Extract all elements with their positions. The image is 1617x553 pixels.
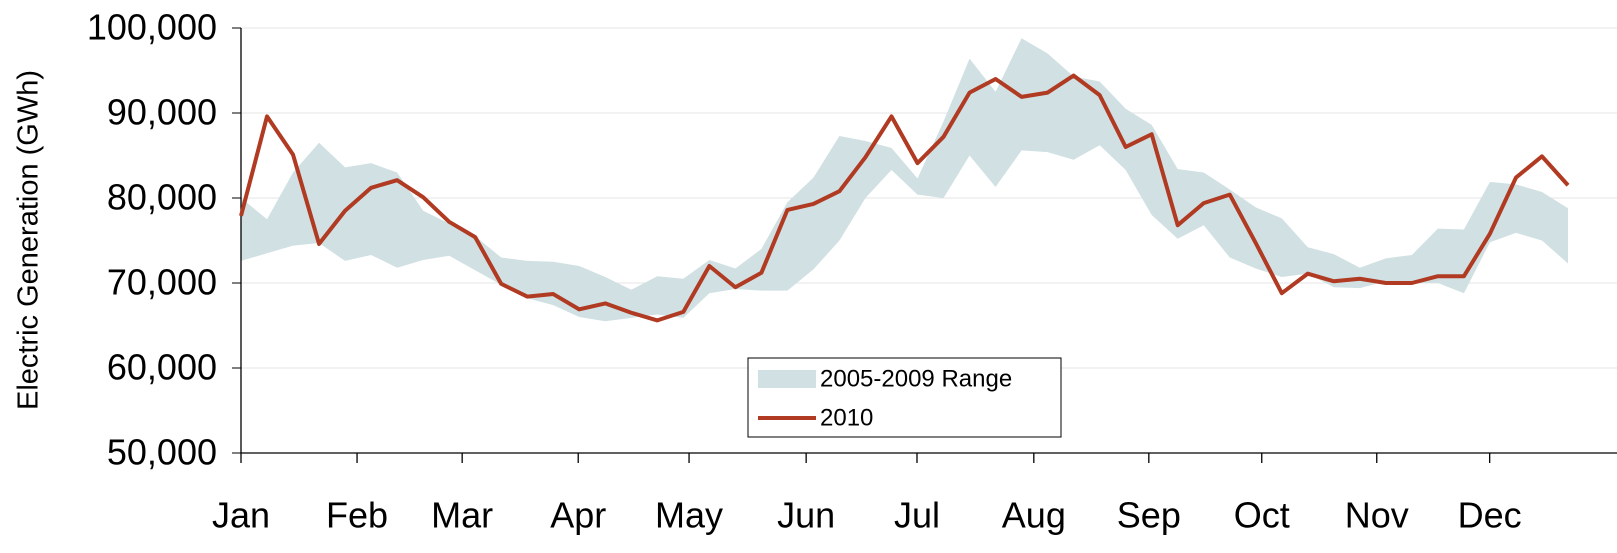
x-tick-label: Jun [777, 495, 835, 536]
x-tick-label: Jan [212, 495, 270, 536]
x-tick-label: Aug [1002, 495, 1066, 536]
x-tick-label: Nov [1345, 495, 1409, 536]
y-axis-label: Electric Generation (GWh) [13, 70, 45, 410]
y-tick-label: 80,000 [107, 177, 217, 218]
x-tick-label: Sep [1117, 495, 1181, 536]
legend-swatch [758, 370, 816, 388]
x-tick-label: May [655, 495, 723, 536]
range-band [241, 38, 1568, 322]
legend-label: 2005-2009 Range [820, 365, 1012, 392]
x-tick-label: Jul [894, 495, 940, 536]
x-tick-label: Apr [550, 495, 606, 536]
y-tick-label: 60,000 [107, 347, 217, 388]
x-tick-label: Mar [431, 495, 493, 536]
x-tick-label: Dec [1458, 495, 1522, 536]
y-tick-label: 100,000 [87, 7, 217, 48]
legend: 2005-2009 Range 2010 [747, 357, 1062, 438]
x-tick-label: Oct [1234, 495, 1290, 536]
x-tick-label: Feb [326, 495, 388, 536]
y-tick-label: 90,000 [107, 92, 217, 133]
line-2010 [239, 73, 1570, 323]
y-tick-label: 70,000 [107, 262, 217, 303]
legend-label: 2010 [820, 404, 873, 431]
y-tick-label: 50,000 [107, 432, 217, 473]
